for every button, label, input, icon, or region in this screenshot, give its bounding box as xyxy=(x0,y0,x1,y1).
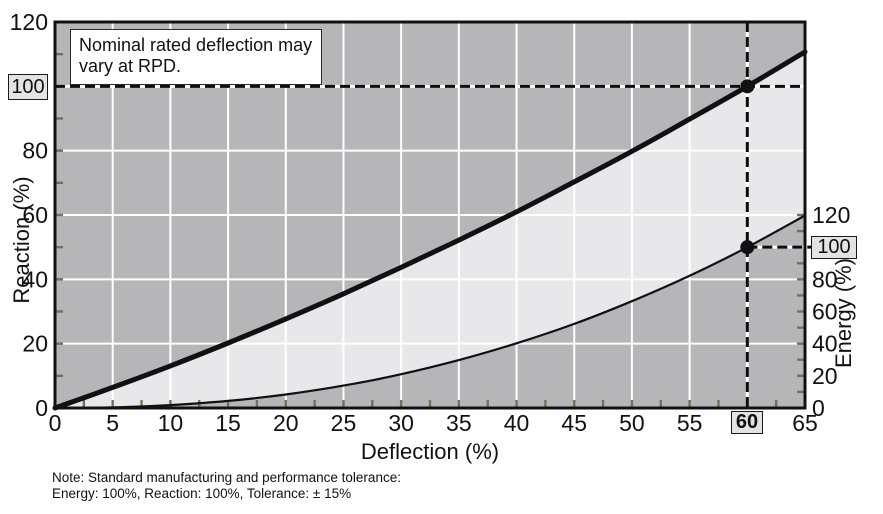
x-tick-label: 65 xyxy=(792,410,818,436)
x-tick-label: 20 xyxy=(273,410,299,436)
plot-border xyxy=(53,20,807,410)
y-right-tick-label: 60 xyxy=(812,299,838,325)
y-right-tick-label: 120 xyxy=(812,202,850,228)
annotation-line2: vary at RPD. xyxy=(79,56,182,76)
reaction-marked-point xyxy=(740,79,755,94)
y-left-tick-label: 0 xyxy=(35,395,48,421)
y-right-tick-label: 0 xyxy=(812,395,825,421)
x-tick-label: 30 xyxy=(388,410,414,436)
y-right-tick-label: 20 xyxy=(812,363,838,389)
x-tick-label: 0 xyxy=(49,410,62,436)
y-left-tick-label: 60 xyxy=(22,202,48,228)
note-line1: Note: Standard manufacturing and perform… xyxy=(52,470,401,485)
y-left-tick-label: 20 xyxy=(22,331,48,357)
y-left-tick-label: 120 xyxy=(10,9,48,35)
x-tick-label: 25 xyxy=(331,410,357,436)
x-tick-label: 45 xyxy=(561,410,587,436)
reaction-100-callout: 100 xyxy=(8,74,48,100)
x-tick-label: 55 xyxy=(677,410,703,436)
y-left-tick-label: 80 xyxy=(22,138,48,164)
y-axis-title-reaction: Reaction (%) xyxy=(9,176,34,304)
energy-curve xyxy=(53,214,807,410)
note-line2: Energy: 100%, Reaction: 100%, Tolerance:… xyxy=(52,486,352,501)
x-tick-label: 35 xyxy=(446,410,472,436)
deflection-60-callout: 60 xyxy=(731,411,763,434)
y-right-tick-label: 80 xyxy=(812,266,838,292)
x-tick-label: 5 xyxy=(106,410,119,436)
annotation-box: Nominal rated deflection may vary at RPD… xyxy=(70,29,322,85)
annotation-line1: Nominal rated deflection may xyxy=(79,35,313,55)
energy-marked-point xyxy=(740,240,755,255)
y-axis-title-energy: Energy (%) xyxy=(831,257,856,369)
x-tick-label: 10 xyxy=(158,410,184,436)
y-left-tick-label: 40 xyxy=(22,266,48,292)
y-right-tick-label: 40 xyxy=(812,331,838,357)
x-tick-label: 15 xyxy=(215,410,241,436)
energy-100-callout: 100 xyxy=(811,236,857,259)
x-tick-label: 50 xyxy=(619,410,645,436)
tolerance-band-area xyxy=(55,51,805,409)
reaction-curve xyxy=(52,49,808,411)
x-tick-label: 40 xyxy=(504,410,530,436)
x-axis-title-deflection: Deflection (%) xyxy=(360,439,500,464)
